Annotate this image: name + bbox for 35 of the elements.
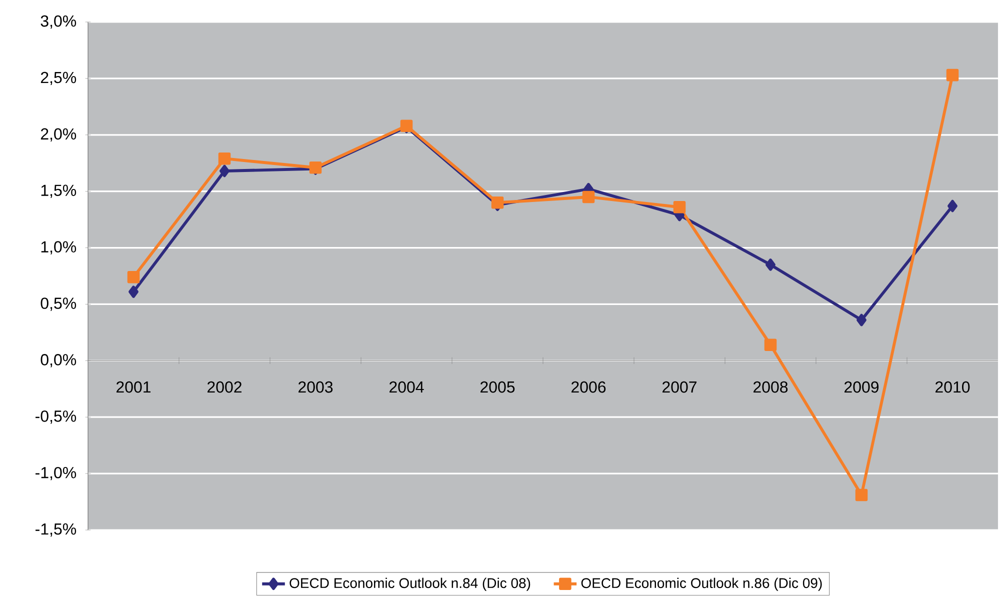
point xyxy=(128,286,138,298)
point xyxy=(673,201,686,214)
legend-label: OECD Economic Outlook n.86 (Dic 09) xyxy=(581,578,822,591)
point xyxy=(855,488,868,502)
point xyxy=(582,190,595,204)
point xyxy=(218,152,231,165)
point xyxy=(948,200,958,212)
point xyxy=(764,338,777,351)
y-tick-label: -0,5% xyxy=(36,410,76,424)
x-tick-label: 2006 xyxy=(572,381,606,393)
point xyxy=(220,164,230,178)
y-tick-label: 1,0% xyxy=(41,241,76,254)
point xyxy=(491,196,504,209)
y-tick-label: 1,5% xyxy=(41,184,76,198)
legend-label: OECD Economic Outlook n.84 (Dic 08) xyxy=(290,578,530,591)
point xyxy=(127,270,140,284)
x-tick-label: 2003 xyxy=(298,381,333,393)
x-tick-label: 2002 xyxy=(208,381,242,393)
y-tick-label: 0,0% xyxy=(40,354,76,368)
x-tick-label: 2010 xyxy=(936,381,970,393)
y-tick-label: 2,0% xyxy=(40,128,76,142)
x-tick-label: 2004 xyxy=(390,381,424,393)
x-tick-label: 2005 xyxy=(480,381,515,393)
x-tick-label: 2008 xyxy=(754,381,788,393)
y-tick-label: 3,0% xyxy=(40,15,76,29)
point xyxy=(856,314,866,326)
x-tick-label: 2001 xyxy=(116,381,151,393)
x-tick-label: 2009 xyxy=(844,381,879,393)
y-tick-label: -1,0% xyxy=(36,466,76,480)
y-tick-label: 2,5% xyxy=(40,72,76,86)
point xyxy=(766,258,776,271)
y-tick-label: 0,5% xyxy=(40,298,76,311)
x-tick-label: 2007 xyxy=(662,381,696,393)
y-tick-label: -1,5% xyxy=(36,523,76,537)
point xyxy=(946,68,959,82)
